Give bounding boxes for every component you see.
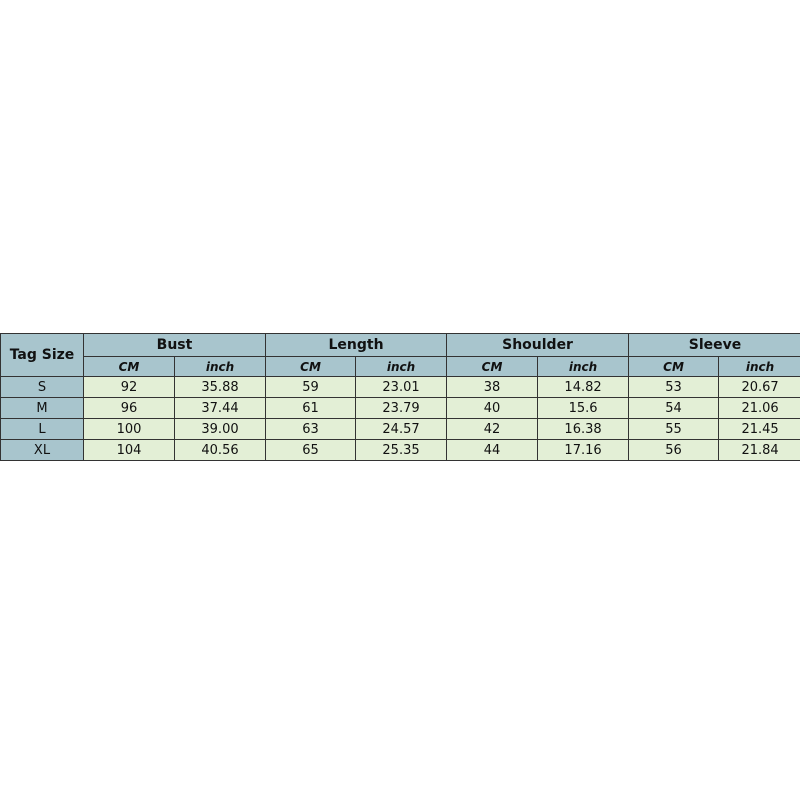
size-chart-table: Tag Size Bust Length Shoulder Sleeve CM …	[0, 333, 800, 461]
measurement-cell: 56	[628, 439, 720, 461]
measurement-cell: 40	[446, 397, 539, 419]
table-row: M 96 37.44 61 23.79 40 15.6 54 21.06	[0, 397, 800, 419]
tag-size-cell: XL	[0, 439, 84, 461]
unit-header-inch: inch	[173, 356, 267, 377]
measurement-cell: 61	[265, 397, 357, 419]
unit-header-inch: inch	[537, 356, 630, 377]
measurement-cell: 38	[446, 376, 539, 398]
table-row: S 92 35.88 59 23.01 38 14.82 53 20.67	[0, 376, 800, 398]
table-row: XL 104 40.56 65 25.35 44 17.16 56 21.84	[0, 439, 800, 461]
length-header: Length	[265, 333, 448, 357]
measurement-cell: 63	[265, 418, 357, 440]
measurement-cell: 40.56	[173, 439, 267, 461]
sleeve-header: Sleeve	[628, 333, 800, 357]
unit-header-row: CM inch CM inch CM inch CM inch	[1, 356, 800, 377]
measurement-cell: 39.00	[173, 418, 267, 440]
unit-header-inch: inch	[718, 356, 800, 377]
measurement-cell: 92	[83, 376, 175, 398]
measurement-cell: 21.45	[718, 418, 800, 440]
unit-header-cm: CM	[628, 356, 720, 377]
measurement-cell: 23.01	[355, 376, 448, 398]
tag-size-cell: S	[0, 376, 84, 398]
measurement-cell: 17.16	[537, 439, 630, 461]
group-header-row: Tag Size Bust Length Shoulder Sleeve	[0, 333, 800, 377]
tag-size-cell: M	[0, 397, 84, 419]
measurement-cell: 44	[446, 439, 539, 461]
tag-size-cell: L	[0, 418, 84, 440]
tag-size-header: Tag Size	[0, 333, 84, 377]
measurement-cell: 96	[83, 397, 175, 419]
measurement-cell: 35.88	[173, 376, 267, 398]
measurement-cell: 65	[265, 439, 357, 461]
measurement-cell: 37.44	[173, 397, 267, 419]
unit-header-cm: CM	[265, 356, 357, 377]
measurement-cell: 25.35	[355, 439, 448, 461]
unit-header-cm: CM	[446, 356, 539, 377]
measurement-cell: 21.06	[718, 397, 800, 419]
measurement-cell: 104	[83, 439, 175, 461]
measurement-cell: 53	[628, 376, 720, 398]
table-row: L 100 39.00 63 24.57 42 16.38 55 21.45	[0, 418, 800, 440]
measurement-cell: 42	[446, 418, 539, 440]
bust-header: Bust	[82, 333, 267, 357]
measurement-cell: 100	[83, 418, 175, 440]
measurement-cell: 55	[628, 418, 720, 440]
measurement-cell: 15.6	[537, 397, 630, 419]
measurement-cell: 54	[628, 397, 720, 419]
measurement-cell: 16.38	[537, 418, 630, 440]
measurement-cell: 59	[265, 376, 357, 398]
measurement-cell: 14.82	[537, 376, 630, 398]
unit-header-inch: inch	[355, 356, 448, 377]
measurement-cell: 21.84	[718, 439, 800, 461]
measurement-cell: 23.79	[355, 397, 448, 419]
measurement-cell: 20.67	[718, 376, 800, 398]
unit-header-cm: CM	[83, 356, 175, 377]
shoulder-header: Shoulder	[446, 333, 630, 357]
measurement-cell: 24.57	[355, 418, 448, 440]
